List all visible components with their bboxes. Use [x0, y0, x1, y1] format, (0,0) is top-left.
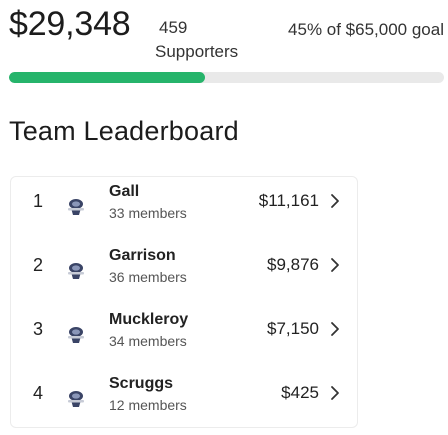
team-members: 12 members [109, 397, 187, 413]
goal-progress-text: 45% of $65,000 goal [288, 20, 444, 39]
team-name: Garrison [109, 247, 176, 264]
team-rank: 3 [33, 319, 44, 339]
supporters-count: 459 [159, 18, 188, 37]
team-amount: $11,161 [258, 191, 319, 210]
leaderboard-row-2[interactable]: 2 Garrison 36 members $9,876 [11, 243, 359, 307]
team-rank: 4 [33, 383, 44, 403]
amount-raised: $29,348 [9, 5, 131, 43]
team-amount: $425 [281, 383, 319, 402]
team-emblem-icon [68, 327, 84, 343]
chevron-right-icon [331, 194, 339, 208]
team-amount: $7,150 [267, 319, 319, 338]
leaderboard-title: Team Leaderboard [9, 116, 239, 146]
leaderboard-list: 1 Gall 33 members $11,161 2 Garrison 36 … [10, 176, 358, 428]
leaderboard-row-4[interactable]: 4 Scruggs 12 members $425 [11, 371, 359, 435]
fundraiser-summary: $29,348 459 Supporters 45% of $65,000 go… [9, 4, 444, 86]
team-rank: 2 [33, 255, 44, 275]
leaderboard-row-3[interactable]: 3 Muckleroy 34 members $7,150 [11, 307, 359, 371]
team-members: 33 members [109, 205, 187, 221]
supporters-label: Supporters [155, 42, 239, 61]
team-members: 36 members [109, 269, 187, 285]
team-emblem-icon [68, 263, 84, 279]
chevron-right-icon [331, 258, 339, 272]
chevron-right-icon [331, 386, 339, 400]
chevron-right-icon [331, 322, 339, 336]
team-emblem-icon [68, 391, 84, 407]
leaderboard-row-1[interactable]: 1 Gall 33 members $11,161 [11, 179, 359, 243]
team-rank: 1 [33, 191, 44, 211]
team-emblem-icon [68, 199, 84, 215]
goal-progress-bar [9, 72, 444, 83]
team-name: Muckleroy [109, 311, 189, 328]
team-name: Gall [109, 183, 140, 200]
team-amount: $9,876 [267, 255, 319, 274]
goal-progress-fill [9, 72, 205, 83]
team-members: 34 members [109, 333, 187, 349]
team-name: Scruggs [109, 375, 174, 392]
